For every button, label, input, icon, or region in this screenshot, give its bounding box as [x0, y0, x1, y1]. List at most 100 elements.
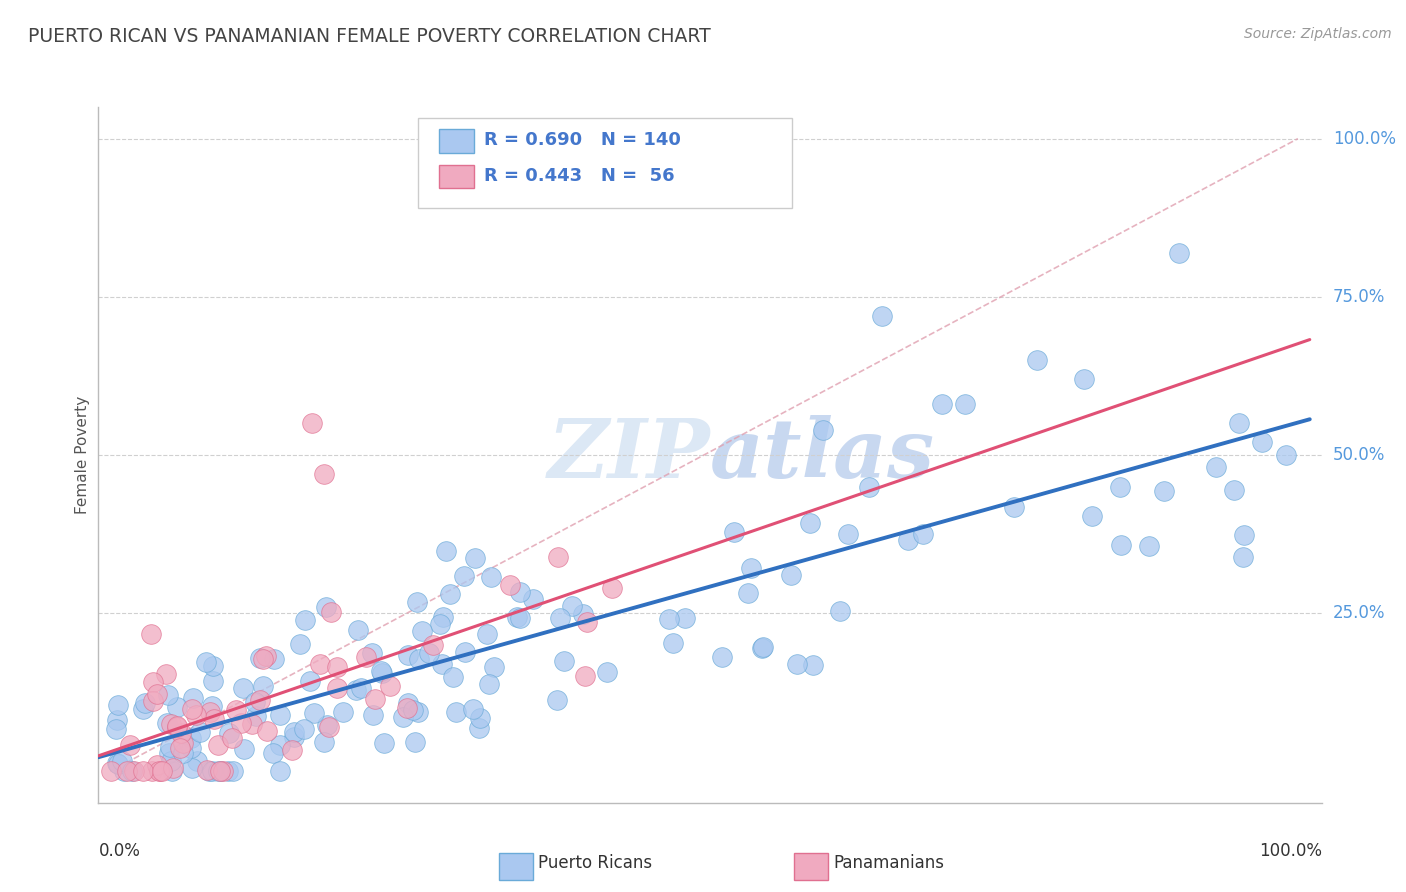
Y-axis label: Female Poverty: Female Poverty [75, 396, 90, 514]
Point [107, 756, 129, 771]
Point [132, 764, 155, 779]
Point [269, 739, 291, 753]
Point [811, 423, 834, 437]
Point [1275, 448, 1298, 462]
Point [312, 735, 335, 749]
Point [319, 605, 342, 619]
Point [172, 746, 194, 760]
Point [475, 627, 498, 641]
Point [134, 696, 156, 710]
Text: Puerto Ricans: Puerto Ricans [538, 855, 652, 872]
Point [100, 764, 122, 779]
Point [217, 764, 239, 779]
Point [548, 611, 571, 625]
Point [254, 648, 277, 663]
Point [218, 725, 240, 739]
Point [596, 665, 619, 679]
Point [159, 739, 181, 754]
Point [439, 587, 461, 601]
Point [326, 660, 349, 674]
Point [294, 613, 316, 627]
Text: R = 0.690   N = 140: R = 0.690 N = 140 [484, 131, 681, 149]
Point [1108, 479, 1130, 493]
Point [1025, 353, 1047, 368]
Point [350, 681, 373, 696]
Point [478, 676, 501, 690]
Point [225, 703, 247, 717]
Point [207, 739, 229, 753]
Point [204, 713, 226, 727]
Point [373, 736, 395, 750]
Point [269, 708, 291, 723]
Point [169, 741, 191, 756]
Point [911, 526, 934, 541]
Point [243, 695, 266, 709]
Point [675, 611, 697, 625]
Point [207, 764, 229, 779]
Point [432, 609, 454, 624]
Text: ZIP: ZIP [547, 415, 710, 495]
Point [209, 764, 232, 779]
Text: 100.0%: 100.0% [1258, 842, 1322, 860]
Point [396, 701, 419, 715]
Point [522, 591, 544, 606]
Point [344, 682, 367, 697]
Point [786, 657, 808, 671]
Point [658, 612, 681, 626]
Point [146, 687, 169, 701]
Point [316, 718, 339, 732]
Point [404, 735, 426, 749]
Point [1002, 500, 1025, 514]
Point [406, 705, 429, 719]
Point [202, 658, 225, 673]
Point [222, 764, 245, 779]
Point [392, 710, 415, 724]
Point [464, 551, 486, 566]
Point [252, 679, 274, 693]
Point [434, 544, 457, 558]
Point [198, 764, 221, 779]
Point [200, 705, 222, 719]
Point [195, 655, 218, 669]
Point [547, 550, 569, 565]
Point [181, 761, 204, 775]
Point [249, 692, 271, 706]
Point [751, 640, 773, 655]
Point [406, 595, 429, 609]
Point [402, 703, 425, 717]
Point [1081, 509, 1104, 524]
Point [1139, 539, 1161, 553]
Point [283, 725, 305, 739]
Point [181, 691, 204, 706]
Point [148, 764, 170, 779]
Point [111, 755, 134, 769]
Text: 50.0%: 50.0% [1333, 446, 1385, 464]
Point [801, 657, 824, 672]
Point [232, 681, 254, 695]
Point [1233, 528, 1256, 542]
Point [221, 731, 243, 745]
Point [190, 724, 212, 739]
Point [301, 417, 323, 431]
Point [347, 624, 370, 638]
Point [740, 561, 762, 575]
Point [304, 706, 326, 720]
Text: atlas: atlas [710, 415, 935, 495]
Point [315, 600, 337, 615]
Text: PUERTO RICAN VS PANAMANIAN FEMALE POVERTY CORRELATION CHART: PUERTO RICAN VS PANAMANIAN FEMALE POVERT… [28, 27, 711, 45]
Point [955, 397, 977, 411]
Point [858, 480, 880, 494]
Point [152, 764, 174, 779]
Point [186, 754, 208, 768]
Point [509, 611, 531, 625]
Point [931, 397, 953, 411]
Point [444, 706, 467, 720]
Point [1232, 549, 1254, 564]
Point [208, 764, 231, 779]
Point [332, 706, 354, 720]
Point [298, 673, 321, 688]
Point [1109, 538, 1132, 552]
Point [799, 516, 821, 530]
Point [312, 467, 335, 481]
Point [723, 525, 745, 540]
